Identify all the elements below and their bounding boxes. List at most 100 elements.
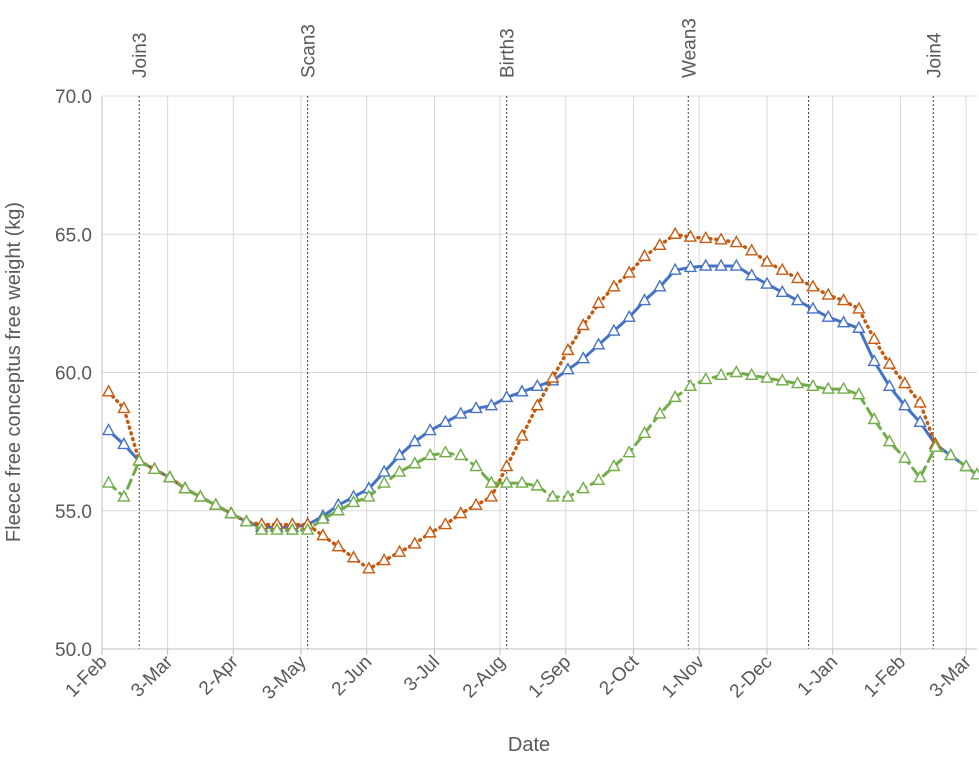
data-point-marker (607, 279, 621, 292)
data-point-marker (561, 342, 575, 356)
data-point-marker (821, 287, 835, 300)
data-point-marker (882, 378, 897, 392)
y-tick-label: 65.0 (55, 225, 92, 246)
data-point-marker (944, 447, 958, 461)
data-point-marker (714, 232, 728, 245)
data-point-marker (683, 259, 698, 273)
y-tick-label: 70.0 (55, 87, 92, 108)
data-point-marker (101, 475, 116, 488)
data-point-marker (224, 506, 238, 519)
data-point-marker (101, 384, 116, 397)
data-point-marker (331, 503, 345, 516)
y-tick-label: 55.0 (55, 502, 92, 523)
data-point-marker (178, 481, 192, 494)
data-point-marker (637, 248, 652, 262)
data-point-marker (622, 445, 636, 458)
data-point-marker (454, 406, 468, 419)
x-tick-label: 3-Mar (926, 651, 976, 701)
x-tick-label: 2-Dec (726, 652, 777, 703)
data-point-marker (714, 367, 728, 380)
data-point-marker (867, 412, 881, 425)
data-point-marker (683, 378, 698, 392)
y-axis-title: Fleece free conceptus free weight (kg) (3, 202, 25, 542)
data-point-marker (729, 258, 744, 271)
data-point-marker (913, 470, 927, 483)
data-point-marker (653, 237, 667, 251)
data-point-marker (147, 461, 162, 474)
data-point-marker (331, 539, 345, 552)
data-point-marker (867, 353, 881, 367)
data-point-marker (438, 414, 453, 427)
data-point-marker (591, 472, 606, 486)
data-point-marker (867, 331, 881, 345)
x-tick-label: 1-Feb (860, 652, 910, 702)
x-tick-label: 3-May (258, 651, 311, 704)
data-point-marker (454, 447, 468, 461)
data-point-marker (714, 258, 728, 271)
gridlines (101, 95, 977, 650)
data-point-marker (653, 279, 667, 292)
x-tick-label: 2-Apr (195, 651, 243, 699)
x-tick-label: 1-Jan (794, 652, 842, 700)
data-point-marker (775, 262, 789, 275)
data-point-marker (852, 320, 866, 333)
data-point-marker (561, 362, 575, 375)
data-point-marker (530, 378, 544, 392)
data-point-marker (882, 434, 897, 447)
data-point-marker (484, 475, 499, 488)
data-point-marker (607, 323, 621, 336)
data-point-marker (775, 284, 789, 298)
data-point-marker (545, 370, 560, 383)
data-point-marker (882, 356, 897, 369)
data-point-marker (515, 384, 529, 397)
x-tick-label: 3-Jul (400, 652, 444, 696)
data-point-marker (668, 389, 682, 403)
data-point-marker (515, 475, 529, 488)
series-group (101, 226, 979, 574)
data-point-marker (898, 398, 912, 411)
x-tick-label: 1-Sep (525, 652, 576, 703)
data-point-marker (316, 511, 330, 524)
data-point-marker (117, 489, 131, 502)
data-point-marker (821, 309, 835, 322)
data-point-marker (913, 414, 927, 427)
data-point-marker (622, 309, 636, 322)
data-point-marker (438, 445, 453, 458)
data-point-marker (163, 470, 177, 483)
event-markers: Join3 Scan3 Birth3 Wean3 Join4 (130, 18, 945, 649)
data-point-marker (377, 475, 391, 488)
data-point-marker (683, 229, 698, 242)
data-point-marker (668, 262, 682, 275)
data-point-marker (316, 528, 330, 541)
series-line (107, 371, 979, 532)
data-point-marker (500, 389, 514, 403)
data-point-marker (591, 295, 606, 309)
data-point-marker (423, 525, 437, 538)
data-point-marker (576, 318, 590, 331)
data-point-marker (745, 243, 759, 256)
data-point-marker (806, 279, 820, 292)
data-point-marker (622, 265, 636, 278)
data-point-marker (408, 536, 422, 549)
data-point-marker (300, 522, 315, 535)
data-point-marker (117, 436, 131, 450)
data-point-marker (515, 428, 529, 441)
data-point-marker (836, 315, 851, 328)
x-tick-label: 3-Mar (127, 651, 177, 701)
data-point-marker (530, 398, 544, 411)
data-point-marker (699, 230, 713, 244)
data-point-marker (898, 450, 912, 463)
data-point-marker (699, 258, 713, 271)
data-point-marker (500, 459, 514, 472)
data-point-marker (101, 423, 116, 436)
data-point-marker (193, 489, 208, 502)
data-point-marker (408, 456, 422, 469)
data-point-marker (132, 453, 146, 466)
series (101, 365, 979, 535)
data-point-marker (653, 406, 667, 419)
data-point-marker (821, 381, 835, 394)
data-point-marker (392, 447, 407, 461)
data-point-marker (852, 387, 866, 400)
data-point-marker (117, 400, 131, 414)
